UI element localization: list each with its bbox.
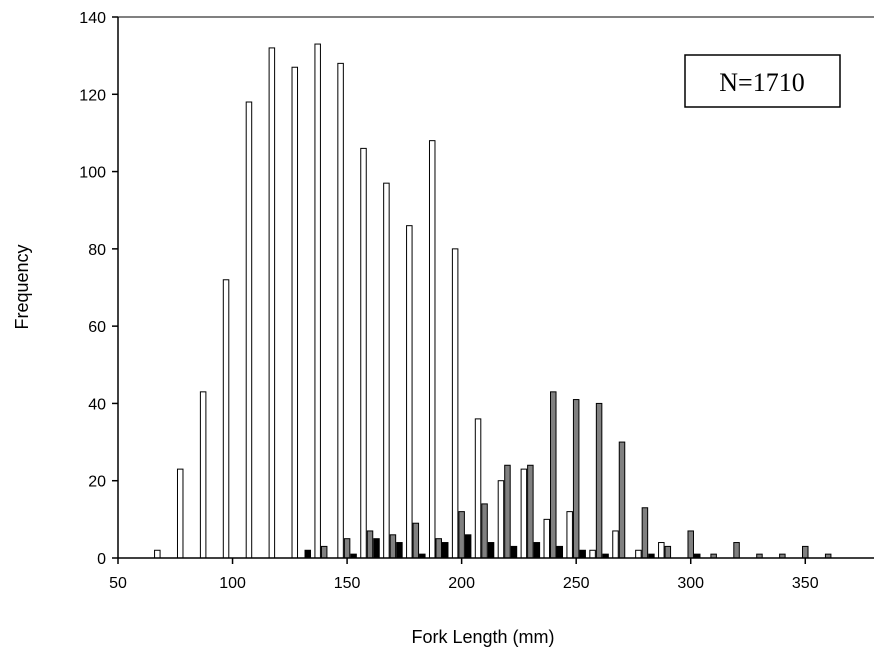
- bar-series-2-140: [320, 545, 328, 559]
- bar-series-2-150: [343, 538, 351, 559]
- bar-series-1-120: [268, 47, 276, 559]
- x-tick-label-100: 100: [219, 575, 246, 592]
- bar-series-1-230: [520, 468, 528, 559]
- bar-series-3-230: [533, 542, 541, 559]
- bar-series-2-190: [435, 538, 442, 559]
- bar-series-1-160: [360, 147, 367, 559]
- axes-group: [112, 16, 874, 564]
- bar-series-3-190: [441, 542, 449, 559]
- bar-series-2-180: [412, 522, 420, 559]
- y-axis-title: Frequency: [12, 244, 32, 329]
- bar-series-2-170: [389, 534, 397, 559]
- y-tick-label-0: 0: [97, 551, 106, 568]
- bar-series-1-250: [566, 511, 573, 559]
- x-tick-label-300: 300: [677, 575, 704, 592]
- bar-series-3-170: [396, 542, 403, 559]
- bar-series-1-140: [314, 43, 321, 559]
- bar-series-2-280: [641, 507, 649, 559]
- x-tick-label-150: 150: [334, 575, 361, 592]
- bar-series-1-220: [497, 480, 505, 559]
- bar-series-2-240: [550, 391, 557, 559]
- annotation-box: [684, 54, 841, 108]
- bar-series-1-290: [658, 542, 665, 559]
- bar-series-3-210: [487, 542, 495, 559]
- bar-series-1-100: [222, 279, 230, 559]
- y-tick-label-60: 60: [88, 319, 106, 336]
- bar-series-3-130: [304, 549, 312, 559]
- sample-size-annotation: N=1710: [684, 54, 841, 108]
- bar-series-2-270: [618, 441, 626, 559]
- bar-series-1-180: [406, 225, 413, 559]
- tick-labels-group: 0 20 40 60 80 100 120 140 50 100 150 200 250 300 350: [79, 10, 818, 592]
- bar-series-2-300: [687, 530, 694, 559]
- x-tick-label-50: 50: [109, 575, 127, 592]
- bar-series-3-220: [510, 545, 518, 559]
- bar-series-2-350: [802, 545, 809, 559]
- bar-series-1-190: [428, 140, 436, 559]
- bar-series-1-170: [383, 182, 390, 559]
- bar-series-3-240: [556, 545, 564, 559]
- x-tick-label-200: 200: [448, 575, 475, 592]
- y-tick-label-120: 120: [79, 87, 106, 104]
- bar-series-3-250: [579, 549, 586, 559]
- bar-series-1-240: [543, 518, 551, 559]
- bar-series-2-290: [664, 545, 672, 559]
- x-tick-label-250: 250: [563, 575, 590, 592]
- bar-series-3-200: [464, 534, 472, 559]
- bar-series-1-70: [154, 549, 161, 559]
- bar-series-1-130: [291, 66, 299, 559]
- bar-series-2-210: [481, 503, 488, 559]
- bar-series-2-260: [595, 402, 603, 559]
- bar-series-2-220: [504, 464, 511, 559]
- bar-series-1-280: [635, 549, 642, 559]
- y-tick-label-80: 80: [88, 242, 106, 259]
- bar-series-2-320: [733, 542, 740, 559]
- bar-series-1-260: [589, 549, 596, 559]
- bar-series-1-150: [337, 62, 344, 559]
- bar-series-2-160: [366, 530, 374, 559]
- annotation-text: N=1710: [719, 68, 804, 97]
- y-tick-label-40: 40: [88, 396, 106, 413]
- y-tick-label-100: 100: [79, 165, 106, 182]
- bar-series-1-80: [176, 468, 184, 559]
- bar-series-1-270: [612, 530, 619, 559]
- bars-group: [154, 43, 832, 559]
- bar-series-2-250: [572, 399, 580, 559]
- bar-series-2-230: [527, 464, 534, 559]
- x-axis-title: Fork Length (mm): [411, 627, 554, 647]
- bar-series-1-210: [474, 418, 482, 559]
- bar-series-1-90: [199, 391, 207, 559]
- bar-series-1-110: [245, 101, 253, 559]
- bar-series-2-200: [458, 511, 465, 559]
- x-tick-label-350: 350: [792, 575, 819, 592]
- y-tick-label-20: 20: [88, 474, 106, 491]
- bar-series-1-200: [451, 248, 459, 559]
- bar-series-3-160: [373, 538, 380, 559]
- y-tick-label-140: 140: [79, 10, 106, 27]
